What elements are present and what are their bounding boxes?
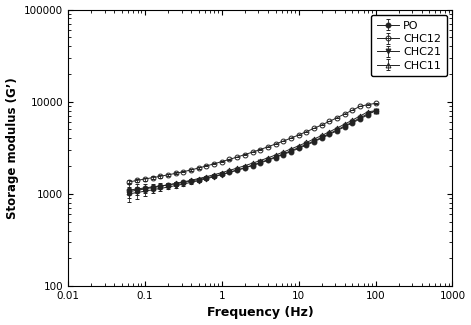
- Y-axis label: Storage modulus (G’): Storage modulus (G’): [6, 77, 18, 219]
- X-axis label: Frequency (Hz): Frequency (Hz): [207, 306, 314, 319]
- Legend: PO, CHC12, CHC21, CHC11: PO, CHC12, CHC21, CHC11: [371, 15, 447, 76]
